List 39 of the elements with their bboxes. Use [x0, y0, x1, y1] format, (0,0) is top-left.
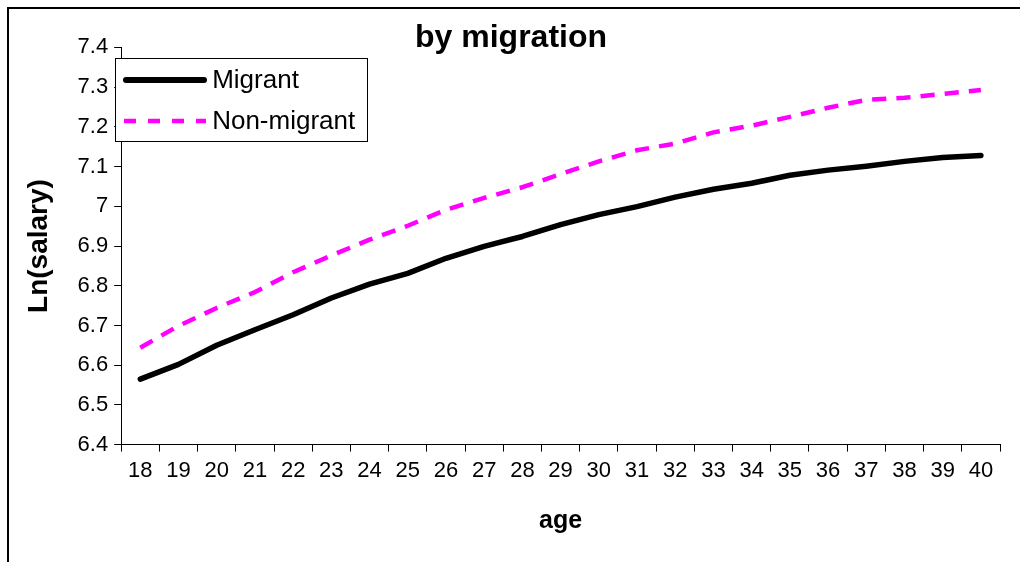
chart-title: by migration — [414, 18, 608, 55]
y-tick-label: 7.4 — [77, 33, 109, 59]
y-tick-label: 6.9 — [77, 232, 109, 258]
x-tick-label: 26 — [433, 456, 459, 482]
y-tick-label: 6.8 — [77, 271, 109, 297]
y-tick-label: 7 — [95, 192, 109, 218]
x-tick-label: 40 — [968, 456, 994, 482]
x-tick-label: 32 — [662, 456, 688, 482]
y-tick-label: 7.3 — [77, 73, 109, 99]
x-tick-label: 30 — [586, 456, 612, 482]
y-axis-title: Ln(salary) — [21, 179, 53, 313]
x-tick-label: 25 — [395, 456, 420, 482]
x-tick-label: 27 — [471, 456, 497, 482]
x-tick-label: 31 — [624, 456, 650, 482]
x-tick-label: 18 — [128, 456, 153, 482]
y-tick-label: 6.5 — [77, 390, 109, 416]
x-tick-label: 22 — [280, 456, 306, 482]
x-tick-label: 35 — [777, 456, 803, 482]
x-tick-label: 33 — [701, 456, 726, 482]
x-tick-label: 20 — [204, 456, 229, 482]
x-tick-label: 38 — [892, 456, 917, 482]
x-tick-label: 37 — [854, 456, 879, 482]
y-tick-label: 7.1 — [77, 152, 109, 178]
x-tick-label: 39 — [930, 456, 955, 482]
y-tick-label: 6.4 — [77, 430, 109, 456]
legend-label: Migrant — [212, 64, 299, 96]
x-tick-label: 34 — [739, 456, 764, 482]
y-tick-label: 6.7 — [77, 311, 109, 337]
x-tick-label: 29 — [548, 456, 573, 482]
legend-label: Non-migrant — [212, 105, 356, 137]
x-tick-label: 28 — [510, 456, 535, 482]
x-tick-label: 19 — [166, 456, 191, 482]
x-tick-label: 21 — [242, 456, 268, 482]
x-tick-label: 24 — [357, 456, 382, 482]
x-tick-label: 23 — [319, 456, 344, 482]
x-axis-title: age — [539, 504, 583, 533]
y-tick-label: 6.6 — [77, 351, 109, 377]
y-tick-label: 7.2 — [77, 112, 109, 138]
x-tick-label: 36 — [815, 456, 841, 482]
